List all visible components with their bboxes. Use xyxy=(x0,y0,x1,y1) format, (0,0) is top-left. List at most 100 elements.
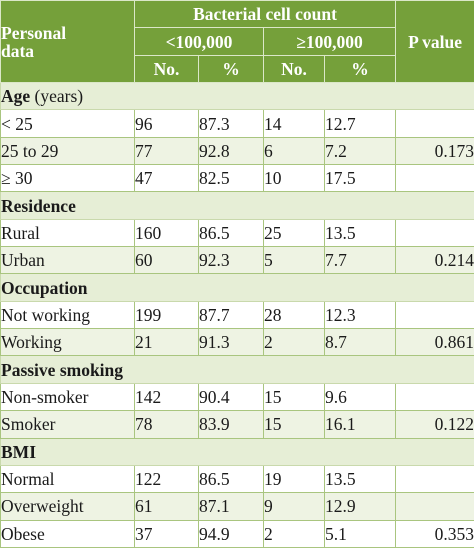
cell-lt-pct: 94.9 xyxy=(199,520,264,547)
cell-lt-pct: 82.5 xyxy=(199,165,264,192)
cell-lt-pct: 86.5 xyxy=(199,465,264,492)
cell-ge-no: 2 xyxy=(264,520,325,547)
cell-ge-no: 15 xyxy=(264,383,325,410)
header-p-value: P value xyxy=(396,1,474,83)
row-label: Smoker xyxy=(1,411,135,438)
section-title-residence: Residence xyxy=(1,192,474,219)
cell-ge-pct: 13.5 xyxy=(325,219,396,246)
row-label: Not working xyxy=(1,301,135,328)
row-label: Non-smoker xyxy=(1,383,135,410)
row-label: Overweight xyxy=(1,493,135,520)
cell-lt-pct: 87.1 xyxy=(199,493,264,520)
section-row-age: Age (years) xyxy=(1,83,474,110)
section-row-passive-smoking: Passive smoking xyxy=(1,356,474,383)
cell-p-value xyxy=(396,219,474,246)
cell-lt-pct: 90.4 xyxy=(199,383,264,410)
header-ge-pct: % xyxy=(325,55,396,82)
cell-lt-pct: 86.5 xyxy=(199,219,264,246)
table-row: ≥ 30 47 82.5 10 17.5 xyxy=(1,165,474,192)
cell-lt-no: 47 xyxy=(135,165,199,192)
cell-ge-no: 28 xyxy=(264,301,325,328)
header-bacterial-cell-count: Bacterial cell count xyxy=(135,1,396,28)
table-row: Working 21 91.3 2 8.7 0.861 xyxy=(1,329,474,356)
cell-lt-no: 61 xyxy=(135,493,199,520)
row-label: Rural xyxy=(1,219,135,246)
cell-p-value: 0.861 xyxy=(396,329,474,356)
cell-lt-pct: 83.9 xyxy=(199,411,264,438)
cell-lt-no: 37 xyxy=(135,520,199,547)
cell-lt-no: 21 xyxy=(135,329,199,356)
header-group-ge-100000: ≥100,000 xyxy=(264,28,396,55)
cell-lt-no: 122 xyxy=(135,465,199,492)
cell-lt-no: 199 xyxy=(135,301,199,328)
header-personal-line1: Personal xyxy=(1,23,66,43)
section-row-bmi: BMI xyxy=(1,438,474,465)
cell-p-value: 0.122 xyxy=(396,411,474,438)
cell-ge-pct: 7.2 xyxy=(325,137,396,164)
table-row: Obese 37 94.9 2 5.1 0.353 xyxy=(1,520,474,547)
section-title: Age (years) xyxy=(1,83,474,110)
section-title-bmi: BMI xyxy=(1,438,474,465)
cell-ge-pct: 8.7 xyxy=(325,329,396,356)
table-row: < 25 96 87.3 14 12.7 xyxy=(1,110,474,137)
cell-ge-pct: 5.1 xyxy=(325,520,396,547)
cell-ge-pct: 12.9 xyxy=(325,493,396,520)
cell-ge-no: 14 xyxy=(264,110,325,137)
cell-ge-no: 25 xyxy=(264,219,325,246)
cell-p-value: 0.173 xyxy=(396,137,474,164)
cell-ge-no: 5 xyxy=(264,247,325,274)
table-row: Overweight 61 87.1 9 12.9 xyxy=(1,493,474,520)
cell-ge-no: 6 xyxy=(264,137,325,164)
cell-lt-no: 78 xyxy=(135,411,199,438)
cell-ge-no: 9 xyxy=(264,493,325,520)
header-group-lt-100000: <100,000 xyxy=(135,28,264,55)
cell-ge-pct: 13.5 xyxy=(325,465,396,492)
cell-lt-no: 77 xyxy=(135,137,199,164)
table-row: Urban 60 92.3 5 7.7 0.214 xyxy=(1,247,474,274)
cell-p-value xyxy=(396,493,474,520)
row-label: < 25 xyxy=(1,110,135,137)
cell-lt-no: 96 xyxy=(135,110,199,137)
row-label: Obese xyxy=(1,520,135,547)
table-row: 25 to 29 77 92.8 6 7.2 0.173 xyxy=(1,137,474,164)
section-row-residence: Residence xyxy=(1,192,474,219)
section-unit-age: (years) xyxy=(35,86,84,106)
row-label: 25 to 29 xyxy=(1,137,135,164)
cell-lt-pct: 87.3 xyxy=(199,110,264,137)
cell-ge-pct: 16.1 xyxy=(325,411,396,438)
table-row: Normal 122 86.5 19 13.5 xyxy=(1,465,474,492)
cell-lt-pct: 92.8 xyxy=(199,137,264,164)
cell-p-value xyxy=(396,383,474,410)
row-label: Working xyxy=(1,329,135,356)
header-personal-line2: data xyxy=(1,41,34,61)
cell-ge-no: 15 xyxy=(264,411,325,438)
row-label: Urban xyxy=(1,247,135,274)
cell-lt-no: 60 xyxy=(135,247,199,274)
cell-lt-no: 142 xyxy=(135,383,199,410)
cell-ge-pct: 7.7 xyxy=(325,247,396,274)
header-lt-pct: % xyxy=(199,55,264,82)
header-lt-no: No. xyxy=(135,55,199,82)
cell-ge-no: 2 xyxy=(264,329,325,356)
cell-p-value xyxy=(396,301,474,328)
cell-ge-pct: 9.6 xyxy=(325,383,396,410)
section-title-passive-smoking: Passive smoking xyxy=(1,356,474,383)
cell-p-value xyxy=(396,110,474,137)
cell-p-value: 0.214 xyxy=(396,247,474,274)
cell-ge-pct: 12.7 xyxy=(325,110,396,137)
row-label: Normal xyxy=(1,465,135,492)
section-row-occupation: Occupation xyxy=(1,274,474,301)
cell-p-value: 0.353 xyxy=(396,520,474,547)
table-row: Rural 160 86.5 25 13.5 xyxy=(1,219,474,246)
cell-lt-pct: 92.3 xyxy=(199,247,264,274)
cell-lt-no: 160 xyxy=(135,219,199,246)
cell-ge-no: 19 xyxy=(264,465,325,492)
table-row: Smoker 78 83.9 15 16.1 0.122 xyxy=(1,411,474,438)
cell-lt-pct: 91.3 xyxy=(199,329,264,356)
cell-p-value xyxy=(396,165,474,192)
section-title-age: Age xyxy=(1,86,30,106)
section-title-occupation: Occupation xyxy=(1,274,474,301)
table-row: Non-smoker 142 90.4 15 9.6 xyxy=(1,383,474,410)
